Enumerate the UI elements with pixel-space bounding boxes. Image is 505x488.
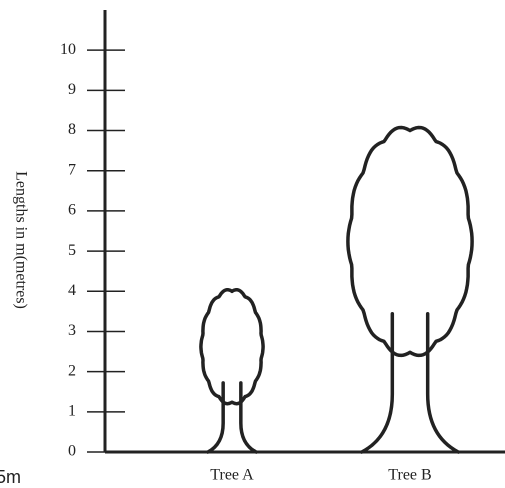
y-axis-label: Lengths in m(metres) (12, 171, 29, 309)
y-tick-label: 0 (68, 443, 76, 460)
tree-foliage (201, 290, 263, 404)
y-tick-label: 4 (68, 282, 76, 299)
x-tick-label: Tree A (210, 467, 254, 484)
chart: Lengths in m(metres) 5m 0 1 2 3 4 5 6 7 8 9 10 Tree… (0, 0, 505, 488)
y-tick-label: 7 (68, 161, 76, 178)
y-tick-label: 9 (68, 81, 76, 98)
x-tick-label: Tree B (388, 467, 431, 484)
tree-trunk (428, 314, 459, 452)
annotation: 5m (0, 467, 21, 487)
tree-foliage (348, 128, 472, 356)
y-tick-label: 5 (68, 242, 76, 259)
y-tick-label: 1 (68, 402, 76, 419)
y-tick-label: 6 (68, 202, 76, 219)
y-tick-label: 8 (68, 121, 76, 138)
y-tick-label: 3 (68, 322, 76, 339)
y-tick-label: 10 (60, 41, 76, 58)
tree-trunk (362, 314, 393, 452)
tree (348, 128, 472, 453)
y-tick-label: 2 (68, 362, 76, 379)
tree (201, 290, 263, 452)
